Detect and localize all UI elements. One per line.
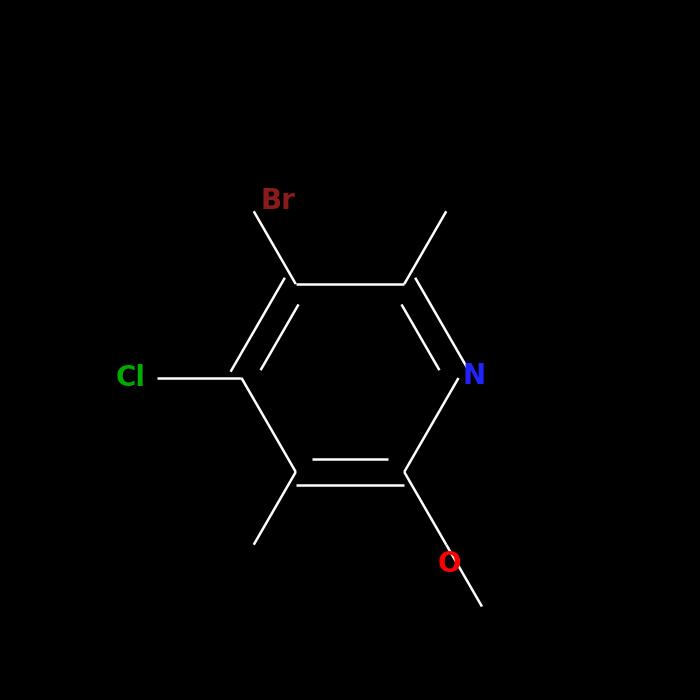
- Text: O: O: [438, 550, 461, 578]
- Text: Br: Br: [261, 187, 295, 215]
- Text: N: N: [462, 362, 486, 390]
- Text: Cl: Cl: [116, 364, 146, 392]
